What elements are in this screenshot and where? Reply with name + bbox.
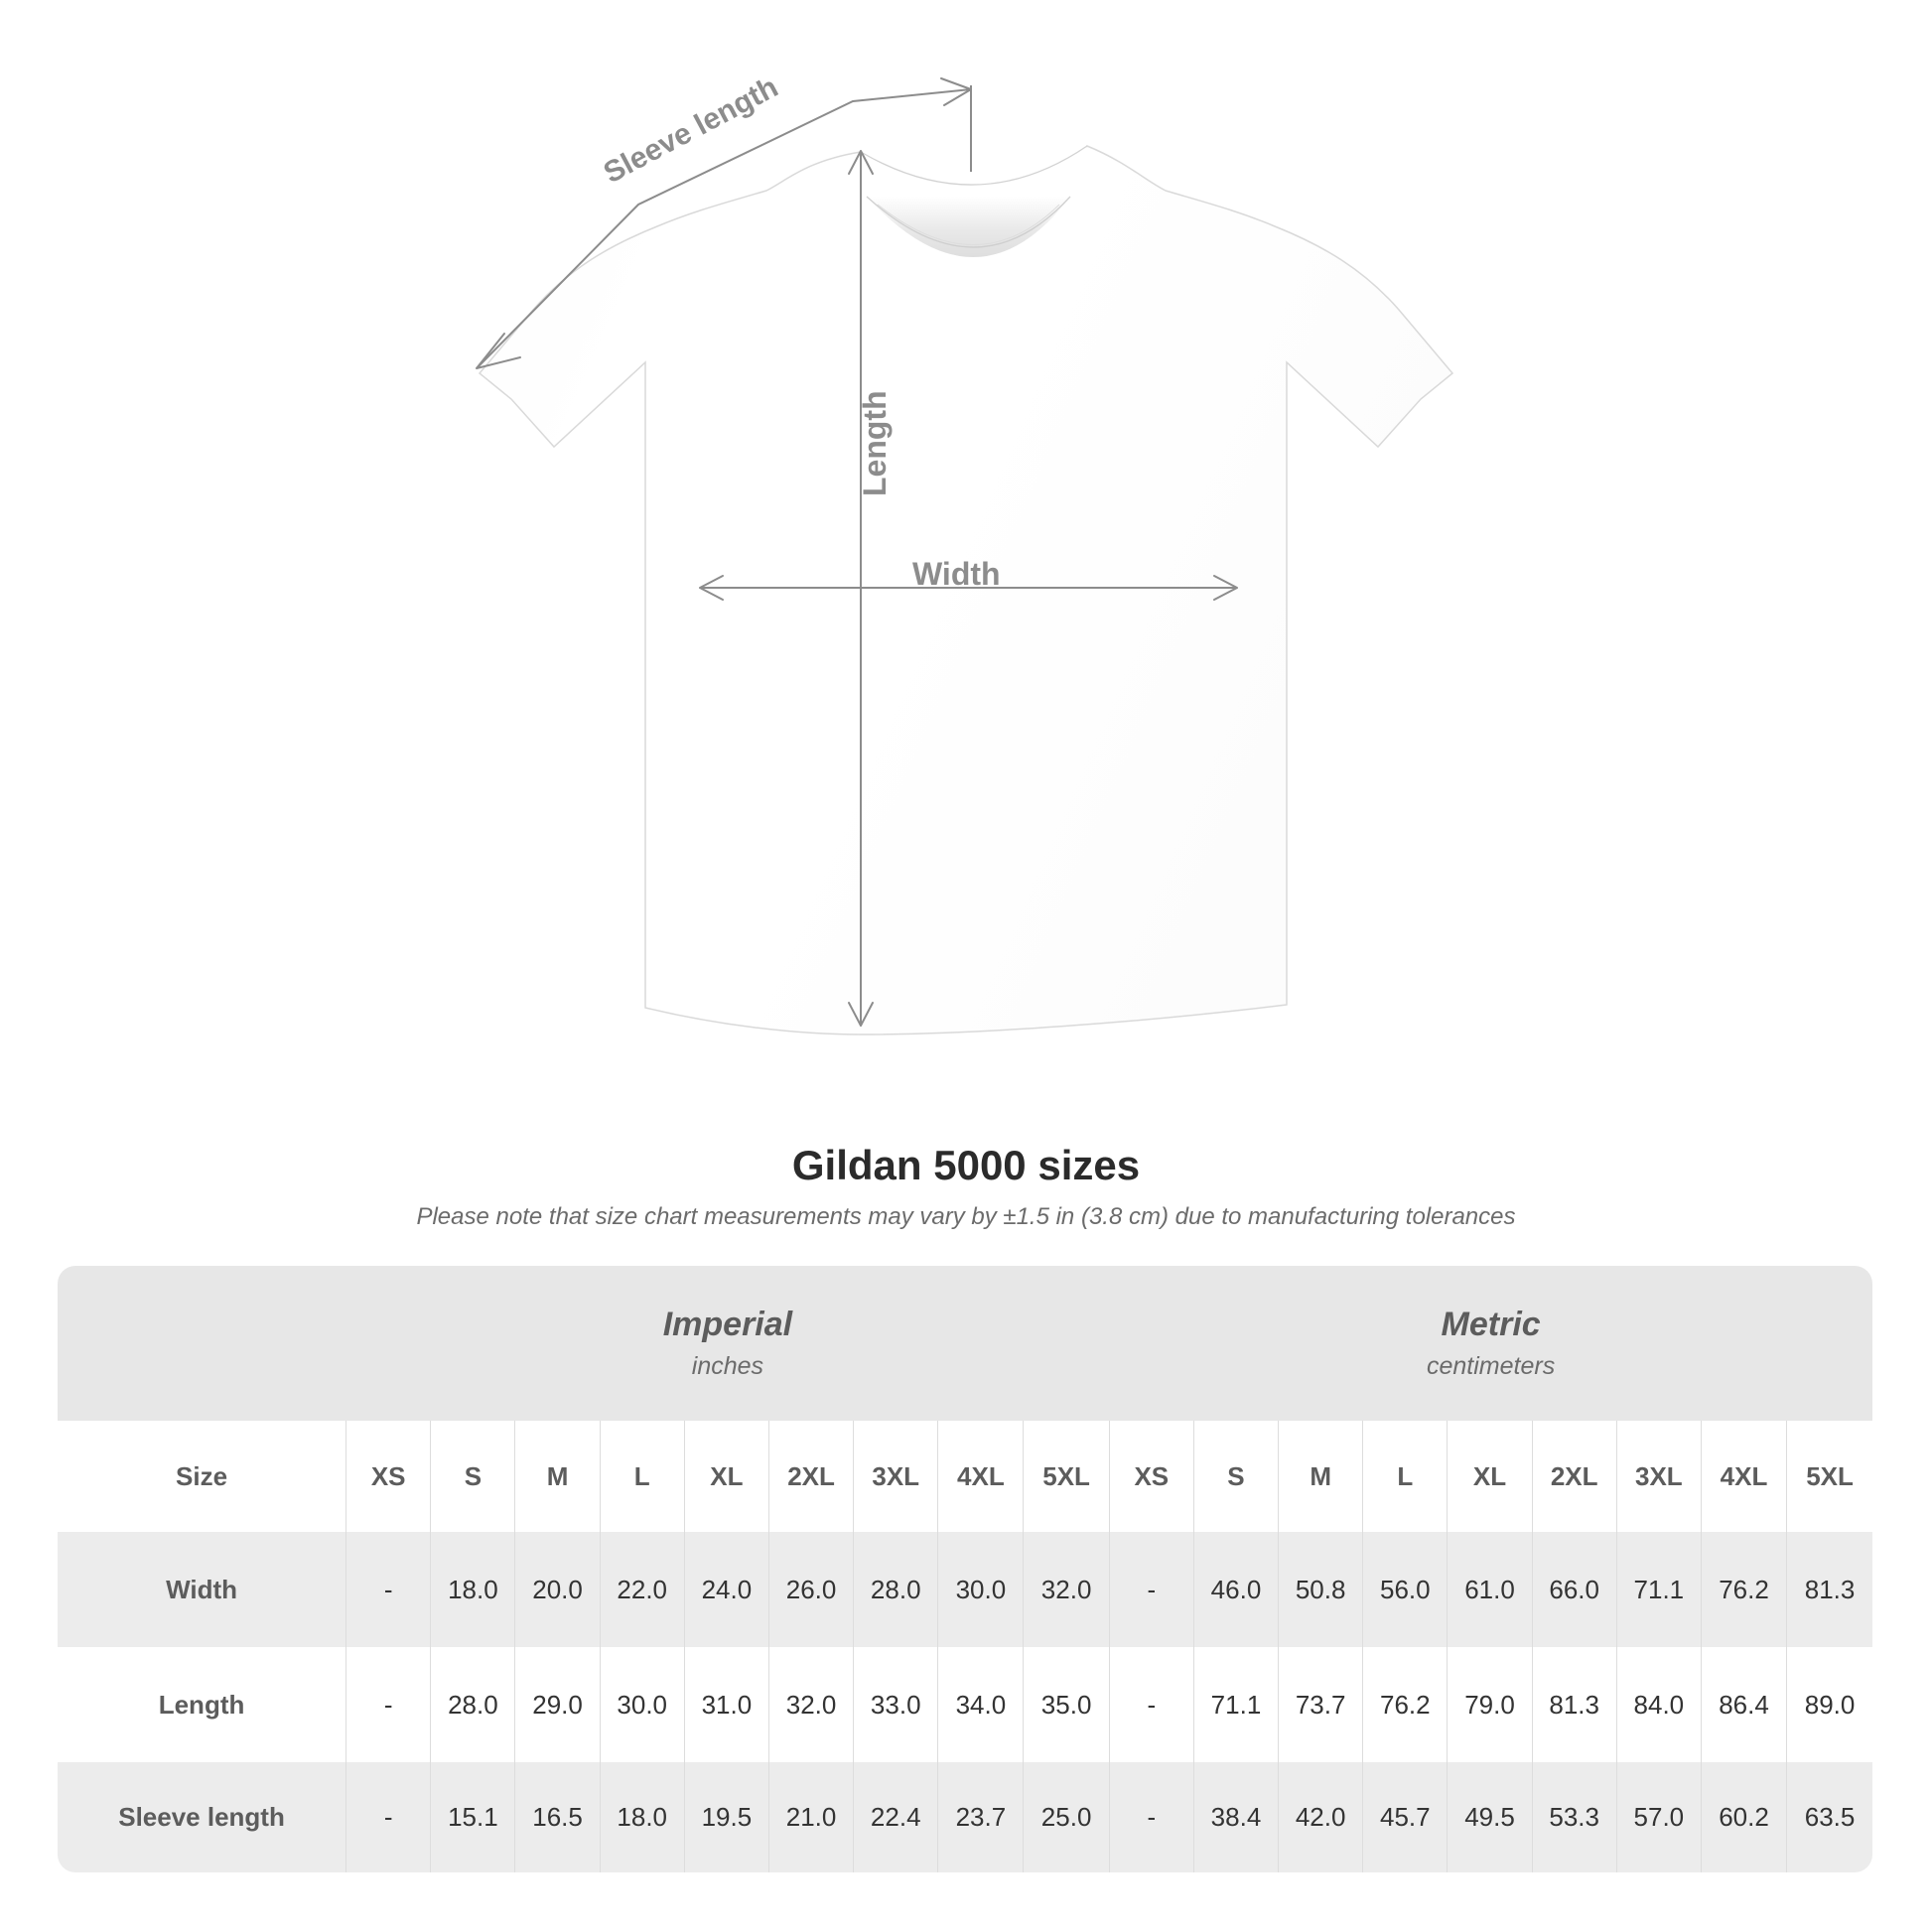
- svg-text:Sleeve length: Sleeve length: [599, 70, 783, 190]
- svg-text:Width: Width: [912, 556, 1001, 592]
- svg-text:Length: Length: [857, 390, 893, 496]
